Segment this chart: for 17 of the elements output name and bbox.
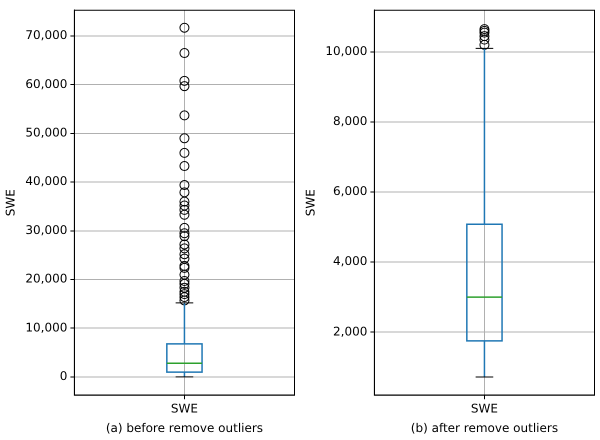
y-tick-label: 10,000 [325, 44, 368, 58]
y-tick-label: 10,000 [25, 320, 68, 334]
y-tick-label: 4,000 [333, 254, 368, 268]
y-tick-label: 2,000 [333, 324, 368, 338]
x-axis-title: (b) after remove outliers [410, 420, 558, 435]
y-tick-label: 40,000 [25, 174, 68, 188]
y-tick-label: 6,000 [333, 184, 368, 198]
y-tick-label: 20,000 [25, 272, 68, 286]
y-tick-label: 8,000 [333, 114, 368, 128]
x-axis-title: (a) before remove outliers [106, 420, 264, 435]
y-tick-label: 50,000 [25, 126, 68, 140]
y-tick-label: 60,000 [25, 76, 68, 91]
y-tick-label: 0 [60, 369, 68, 384]
y-tick-label: 30,000 [25, 222, 68, 237]
y-axis-title: SWE [303, 189, 318, 216]
y-axis-title: SWE [3, 189, 18, 216]
y-tick-label: 70,000 [25, 28, 68, 42]
